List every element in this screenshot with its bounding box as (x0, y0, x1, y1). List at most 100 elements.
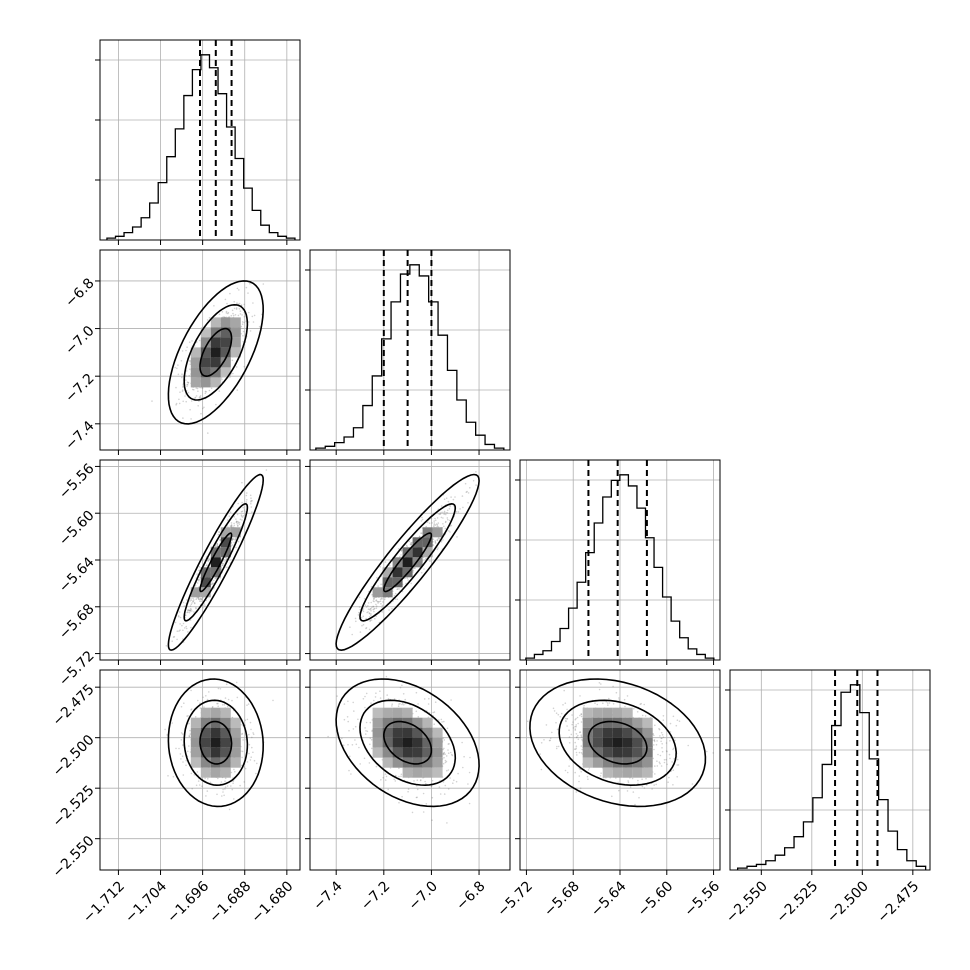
scatter-point (364, 727, 366, 729)
scatter-point (443, 747, 445, 750)
scatter-point (446, 769, 448, 772)
scatter-point (203, 603, 206, 605)
scatter-point (467, 492, 470, 494)
scatter-point (358, 746, 360, 749)
scatter-point (566, 718, 569, 720)
pair-frame-3-0 (99, 669, 301, 871)
density-cell (592, 707, 603, 718)
scatter-point (178, 616, 180, 618)
scatter-point (400, 775, 402, 778)
scatter-point (216, 702, 218, 705)
scatter-point (416, 796, 418, 799)
density-cell (412, 747, 423, 758)
scatter-point (199, 600, 201, 602)
scatter-point (436, 539, 439, 541)
scatter-point (182, 417, 184, 419)
scatter-point (191, 454, 193, 456)
scatter-point (427, 716, 430, 719)
scatter-point (364, 695, 366, 698)
scatter-point (164, 671, 166, 673)
scatter-point (204, 392, 207, 395)
density-cell (592, 737, 603, 748)
scatter-point (183, 605, 186, 607)
scatter-point (370, 601, 373, 604)
scatter-point (391, 607, 393, 610)
scatter-point (177, 373, 180, 376)
scatter-point (187, 611, 189, 613)
density-cell (392, 737, 403, 748)
density-cell (632, 757, 643, 768)
scatter-point (580, 752, 583, 754)
scatter-point (367, 611, 369, 613)
scatter-point (176, 638, 178, 641)
scatter-point (189, 733, 191, 735)
scatter-point (244, 510, 246, 513)
contour-2 (167, 280, 265, 425)
scatter-point (218, 390, 221, 392)
scatter-point (191, 787, 193, 790)
scatter-point (176, 630, 179, 632)
scatter-point (242, 340, 245, 343)
scatter-point (417, 703, 419, 705)
histogram-panel-1 (310, 250, 510, 450)
scatter-point (446, 822, 448, 824)
scatter-point (651, 788, 653, 790)
scatter-point (185, 764, 187, 767)
contour-0 (382, 720, 433, 765)
scatter-point (233, 768, 235, 771)
scatter-point (433, 523, 436, 526)
scatter-point (453, 779, 455, 782)
scatter-point (181, 755, 184, 757)
scatter-point (253, 759, 256, 762)
scatter-point (444, 513, 447, 516)
scatter-point (200, 598, 202, 600)
scatter-point (213, 305, 215, 307)
scatter-point (190, 608, 193, 611)
scatter-point (559, 715, 562, 718)
scatter-point (673, 736, 676, 739)
scatter-point (235, 366, 238, 368)
scatter-point (379, 598, 382, 600)
scatter-point (539, 753, 541, 755)
scatter-point (409, 543, 412, 545)
scatter-point (373, 597, 375, 600)
scatter-point (672, 769, 675, 771)
scatter-point (191, 602, 193, 604)
scatter-point (167, 775, 169, 777)
scatter-point (202, 596, 204, 599)
density-cell (190, 727, 201, 738)
scatter-point (195, 784, 198, 787)
density-cell (200, 737, 211, 748)
scatter-point (437, 522, 440, 524)
scatter-point (669, 722, 672, 725)
scatter-point (432, 538, 435, 540)
scatter-point (181, 350, 184, 352)
scatter-point (365, 627, 367, 630)
scatter-point (583, 706, 585, 709)
scatter-point (237, 525, 239, 527)
scatter-point (557, 713, 560, 716)
scatter-point (211, 583, 213, 586)
scatter-point (174, 366, 176, 369)
scatter-point (203, 706, 205, 708)
scatter-point (439, 793, 442, 795)
scatter-point (253, 314, 256, 317)
density-cell (190, 737, 201, 748)
scatter-point (251, 736, 253, 739)
scatter-point (216, 545, 219, 547)
scatter-point (182, 638, 184, 640)
scatter-point (375, 605, 378, 607)
scatter-point (430, 517, 433, 520)
x-tick-label-0: −1.712 (80, 878, 128, 926)
scatter-point (662, 719, 665, 721)
scatter-point (398, 703, 400, 705)
contour-1 (183, 502, 249, 622)
scatter-point (243, 365, 246, 368)
scatter-point (455, 780, 458, 783)
scatter-point (241, 519, 243, 521)
scatter-point (184, 627, 186, 629)
scatter-point (213, 579, 215, 582)
contour-0 (199, 720, 233, 765)
density-cell (382, 577, 393, 588)
scatter-point (218, 313, 221, 316)
